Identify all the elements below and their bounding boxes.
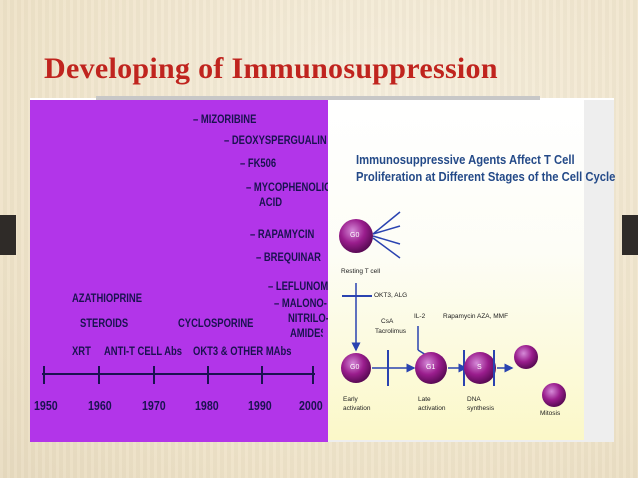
cell-mitosis-1 xyxy=(514,345,538,369)
right-edge-tab xyxy=(622,215,638,255)
label-leflunomide: – LEFLUNOMIDE xyxy=(268,281,344,293)
cellcycle-title-line1: Immunosuppressive Agents Affect T Cell xyxy=(356,153,575,167)
year-1960: 1960 xyxy=(88,398,112,413)
resting-cell xyxy=(339,219,373,253)
year-1950: 1950 xyxy=(34,398,58,413)
label-okt3-mabs: OKT3 & OTHER MAbs xyxy=(193,346,292,358)
cell-label-g1: G1 xyxy=(426,364,436,371)
cell-s xyxy=(464,352,496,384)
timeline-axis xyxy=(42,366,315,384)
label-il2: IL-2 xyxy=(414,313,426,320)
label-cyclosporine: CYCLOSPORINE xyxy=(178,318,254,330)
label-late: Late xyxy=(418,396,431,403)
panel-top-border xyxy=(96,96,540,100)
cell-g0 xyxy=(341,353,371,383)
label-tacrolimus: Tacrolimus xyxy=(375,328,407,335)
cell-mitosis-2 xyxy=(542,383,566,407)
cell-label-s: S xyxy=(477,364,482,371)
label-anti-t-cell: ANTI-T CELL Abs xyxy=(104,346,183,358)
label-late-activation: activation xyxy=(418,405,446,412)
cell-g1 xyxy=(415,352,447,384)
label-resting-t-cell: Resting T cell xyxy=(341,268,381,275)
cell-label-g0a: G0 xyxy=(350,232,360,239)
label-okt3-alg: OKT3, ALG xyxy=(374,292,408,299)
label-rapamycin-right: Rapamycin xyxy=(443,313,476,320)
label-steroids: STEROIDS xyxy=(80,318,129,330)
cellcycle-frame xyxy=(328,100,614,442)
label-malono: – MALONO- xyxy=(274,298,327,310)
timeline-panel xyxy=(30,100,328,442)
label-deoxyspergualin: – DEOXYSPERGUALIN xyxy=(224,135,327,147)
label-acid: ACID xyxy=(259,197,283,209)
label-early-activation: activation xyxy=(343,405,371,412)
label-early: Early xyxy=(343,396,358,403)
cellcycle-title: Immunosuppressive Agents Affect T Cell P… xyxy=(356,152,616,186)
label-fk506: – FK506 xyxy=(240,158,277,170)
label-amides: AMIDES xyxy=(290,328,323,340)
label-rapamycin: – RAPAMYCIN xyxy=(250,229,315,241)
label-azathioprine: AZATHIOPRINE xyxy=(72,293,143,305)
slide-title: Developing of Immunosuppression xyxy=(44,52,498,85)
cellcycle-diagram xyxy=(339,211,566,407)
label-aza-mmf: AZA, MMF xyxy=(477,313,509,320)
year-1990: 1990 xyxy=(248,398,272,413)
label-dna: DNA xyxy=(467,396,481,403)
label-mitosis: Mitosis xyxy=(540,410,561,417)
label-nitrilo: NITRILO- xyxy=(288,313,329,325)
label-xrt: XRT xyxy=(72,346,91,358)
label-dna-synthesis: synthesis xyxy=(467,405,495,412)
label-csa: CsA xyxy=(381,318,394,325)
left-edge-tab xyxy=(0,215,16,255)
cellcycle-panel xyxy=(328,100,584,440)
cell-label-g0b: G0 xyxy=(350,364,360,371)
year-2000: 2000 xyxy=(299,398,323,413)
label-brequinar: – BREQUINAR xyxy=(256,252,321,264)
year-1980: 1980 xyxy=(195,398,219,413)
year-1970: 1970 xyxy=(142,398,166,413)
label-mizoribine: – MIZORIBINE xyxy=(193,114,257,126)
label-mycophenolic: – MYCOPHENOLIC xyxy=(246,182,331,194)
cellcycle-title-line2: Proliferation at Different Stages of the… xyxy=(356,170,616,184)
